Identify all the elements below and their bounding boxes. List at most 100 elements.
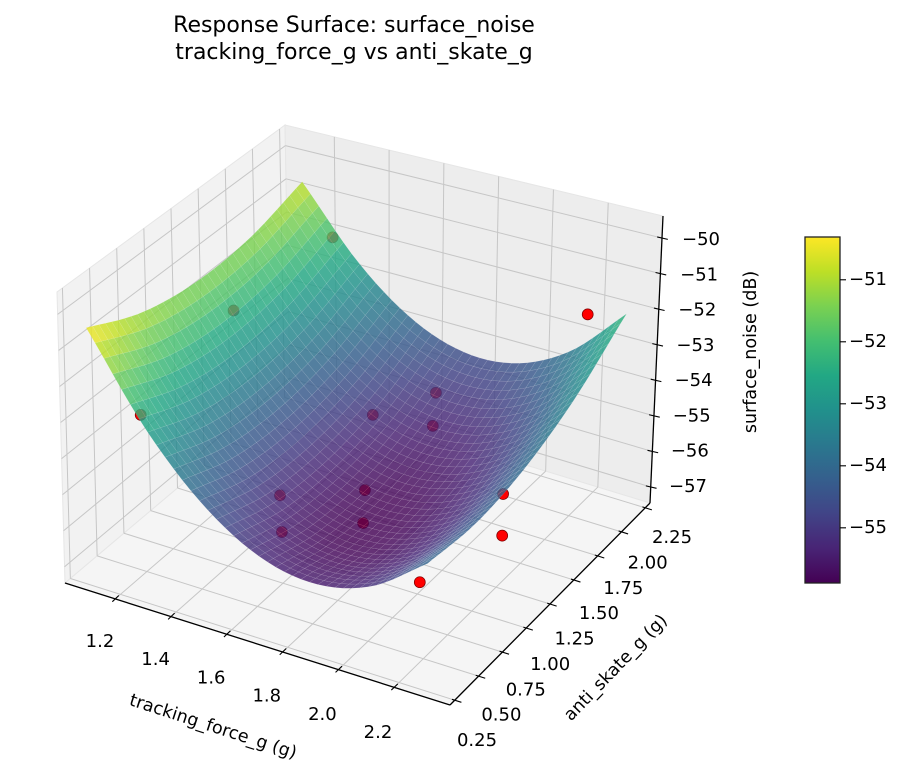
surface-facet bbox=[189, 396, 205, 414]
surface-facet bbox=[212, 417, 228, 434]
surface-facet bbox=[149, 305, 166, 324]
colorbar: −51 −52 −53 −54 −55 bbox=[804, 236, 887, 584]
surface-facet bbox=[163, 407, 180, 424]
x-tick-label: 2.2 bbox=[364, 722, 393, 743]
left-grid-line bbox=[116, 248, 125, 534]
surface-facet bbox=[270, 336, 286, 355]
y-tick-label: 1.50 bbox=[579, 603, 619, 624]
surface-facet bbox=[234, 266, 251, 286]
z-tick-mark bbox=[645, 485, 657, 489]
surface-facet bbox=[288, 375, 305, 393]
surface-facet bbox=[240, 260, 257, 281]
y-tick-label: 1.25 bbox=[554, 629, 594, 650]
surface-facet bbox=[223, 443, 239, 459]
surface-facet bbox=[112, 371, 129, 390]
surface-facet bbox=[581, 363, 597, 380]
surface-facet bbox=[105, 321, 121, 339]
surface-facet bbox=[199, 372, 215, 391]
left-grid-line bbox=[58, 178, 287, 351]
surface-facet bbox=[228, 271, 244, 291]
data-point bbox=[581, 308, 594, 321]
surface-facet bbox=[505, 473, 521, 487]
surface-mesh bbox=[85, 181, 627, 589]
surface-facet bbox=[137, 364, 154, 383]
surface-facet bbox=[276, 267, 292, 289]
axes-lines bbox=[64, 215, 668, 706]
left-grid-line bbox=[89, 268, 98, 556]
surface-facet bbox=[144, 362, 160, 381]
surface-facet bbox=[156, 301, 172, 321]
surface-facet bbox=[218, 360, 234, 379]
surface-facet bbox=[193, 376, 209, 395]
chart-title-line-1: Response Surface: surface_noise bbox=[173, 13, 535, 38]
surface-facet bbox=[575, 373, 591, 389]
left-grid-line bbox=[61, 288, 71, 579]
z-tick-label: −55 bbox=[673, 405, 711, 426]
surface-facet bbox=[124, 316, 141, 334]
surface-facet bbox=[276, 202, 292, 223]
y-tick-mark bbox=[499, 650, 510, 655]
surface-facet bbox=[278, 348, 294, 366]
x-tick-mark bbox=[335, 665, 343, 673]
surface-facet bbox=[336, 241, 352, 262]
surface-facet bbox=[232, 247, 248, 267]
surface-facet bbox=[511, 466, 527, 480]
z-tick-label: −57 bbox=[669, 476, 707, 497]
surface-facet bbox=[117, 318, 134, 336]
x-tick-label: 2.0 bbox=[308, 704, 337, 725]
surface-facet bbox=[210, 402, 226, 419]
surface-facet bbox=[546, 418, 562, 433]
surface-facet bbox=[295, 246, 311, 268]
surface-facet bbox=[249, 273, 265, 294]
surface-facet bbox=[207, 268, 223, 288]
surface-facet bbox=[418, 558, 434, 568]
tick-labels: 1.2 1.4 1.6 1.8 2.0 2.2 0.25 0.50 0.75 1.00 1.25 1.… bbox=[86, 229, 720, 751]
surface-facet bbox=[237, 401, 253, 418]
surface-facet bbox=[262, 381, 278, 399]
y-tick-mark bbox=[618, 530, 629, 535]
y-tick-mark bbox=[523, 626, 534, 631]
y-tick-label: 2.00 bbox=[628, 552, 668, 573]
surface-facet bbox=[153, 427, 170, 443]
surface-facet bbox=[129, 402, 146, 420]
colorbar-tick-label: −55 bbox=[849, 517, 887, 538]
surface-facet bbox=[198, 456, 214, 471]
surface-facet bbox=[266, 359, 282, 378]
surface-facet bbox=[221, 276, 238, 297]
surface-facet bbox=[289, 188, 305, 209]
surface-facet bbox=[175, 290, 192, 310]
y-tick-label: 1.00 bbox=[530, 654, 570, 675]
surface-facet bbox=[219, 258, 236, 278]
surface-facet bbox=[173, 330, 190, 349]
surface-facet bbox=[264, 342, 280, 361]
surface-facet bbox=[245, 235, 261, 256]
x-tick-mark bbox=[279, 648, 287, 656]
left-grid-line bbox=[57, 145, 286, 315]
back-grid-line bbox=[285, 178, 661, 275]
z-axis-label: surface_noise (dB) bbox=[741, 271, 761, 433]
surface-facet bbox=[436, 544, 451, 554]
x-tick-mark bbox=[167, 612, 175, 620]
surface-facet bbox=[169, 351, 186, 371]
surface-facet bbox=[253, 423, 270, 439]
surface-facet bbox=[430, 549, 446, 559]
surface-facet bbox=[268, 318, 284, 338]
surface-facet bbox=[459, 525, 474, 536]
y-tick-label: 2.25 bbox=[652, 527, 692, 548]
surface-facet bbox=[187, 430, 203, 446]
surface-facet bbox=[138, 416, 155, 433]
z-tick-label: −53 bbox=[676, 335, 714, 356]
surface-facet bbox=[227, 425, 243, 441]
y-tick-label: 0.50 bbox=[481, 705, 521, 726]
y-tick-label: 0.75 bbox=[506, 679, 546, 700]
surface-facet bbox=[276, 387, 292, 404]
z-tick-mark bbox=[655, 271, 667, 276]
x-axis-line bbox=[64, 582, 451, 706]
z-tick-mark bbox=[647, 449, 659, 454]
surface-facet bbox=[447, 535, 463, 545]
surface-facet bbox=[145, 325, 162, 344]
surface-facet bbox=[257, 222, 274, 243]
z-tick-mark bbox=[648, 414, 660, 418]
back-grid-line bbox=[285, 145, 663, 239]
y-tick-label: 0.25 bbox=[457, 730, 497, 751]
